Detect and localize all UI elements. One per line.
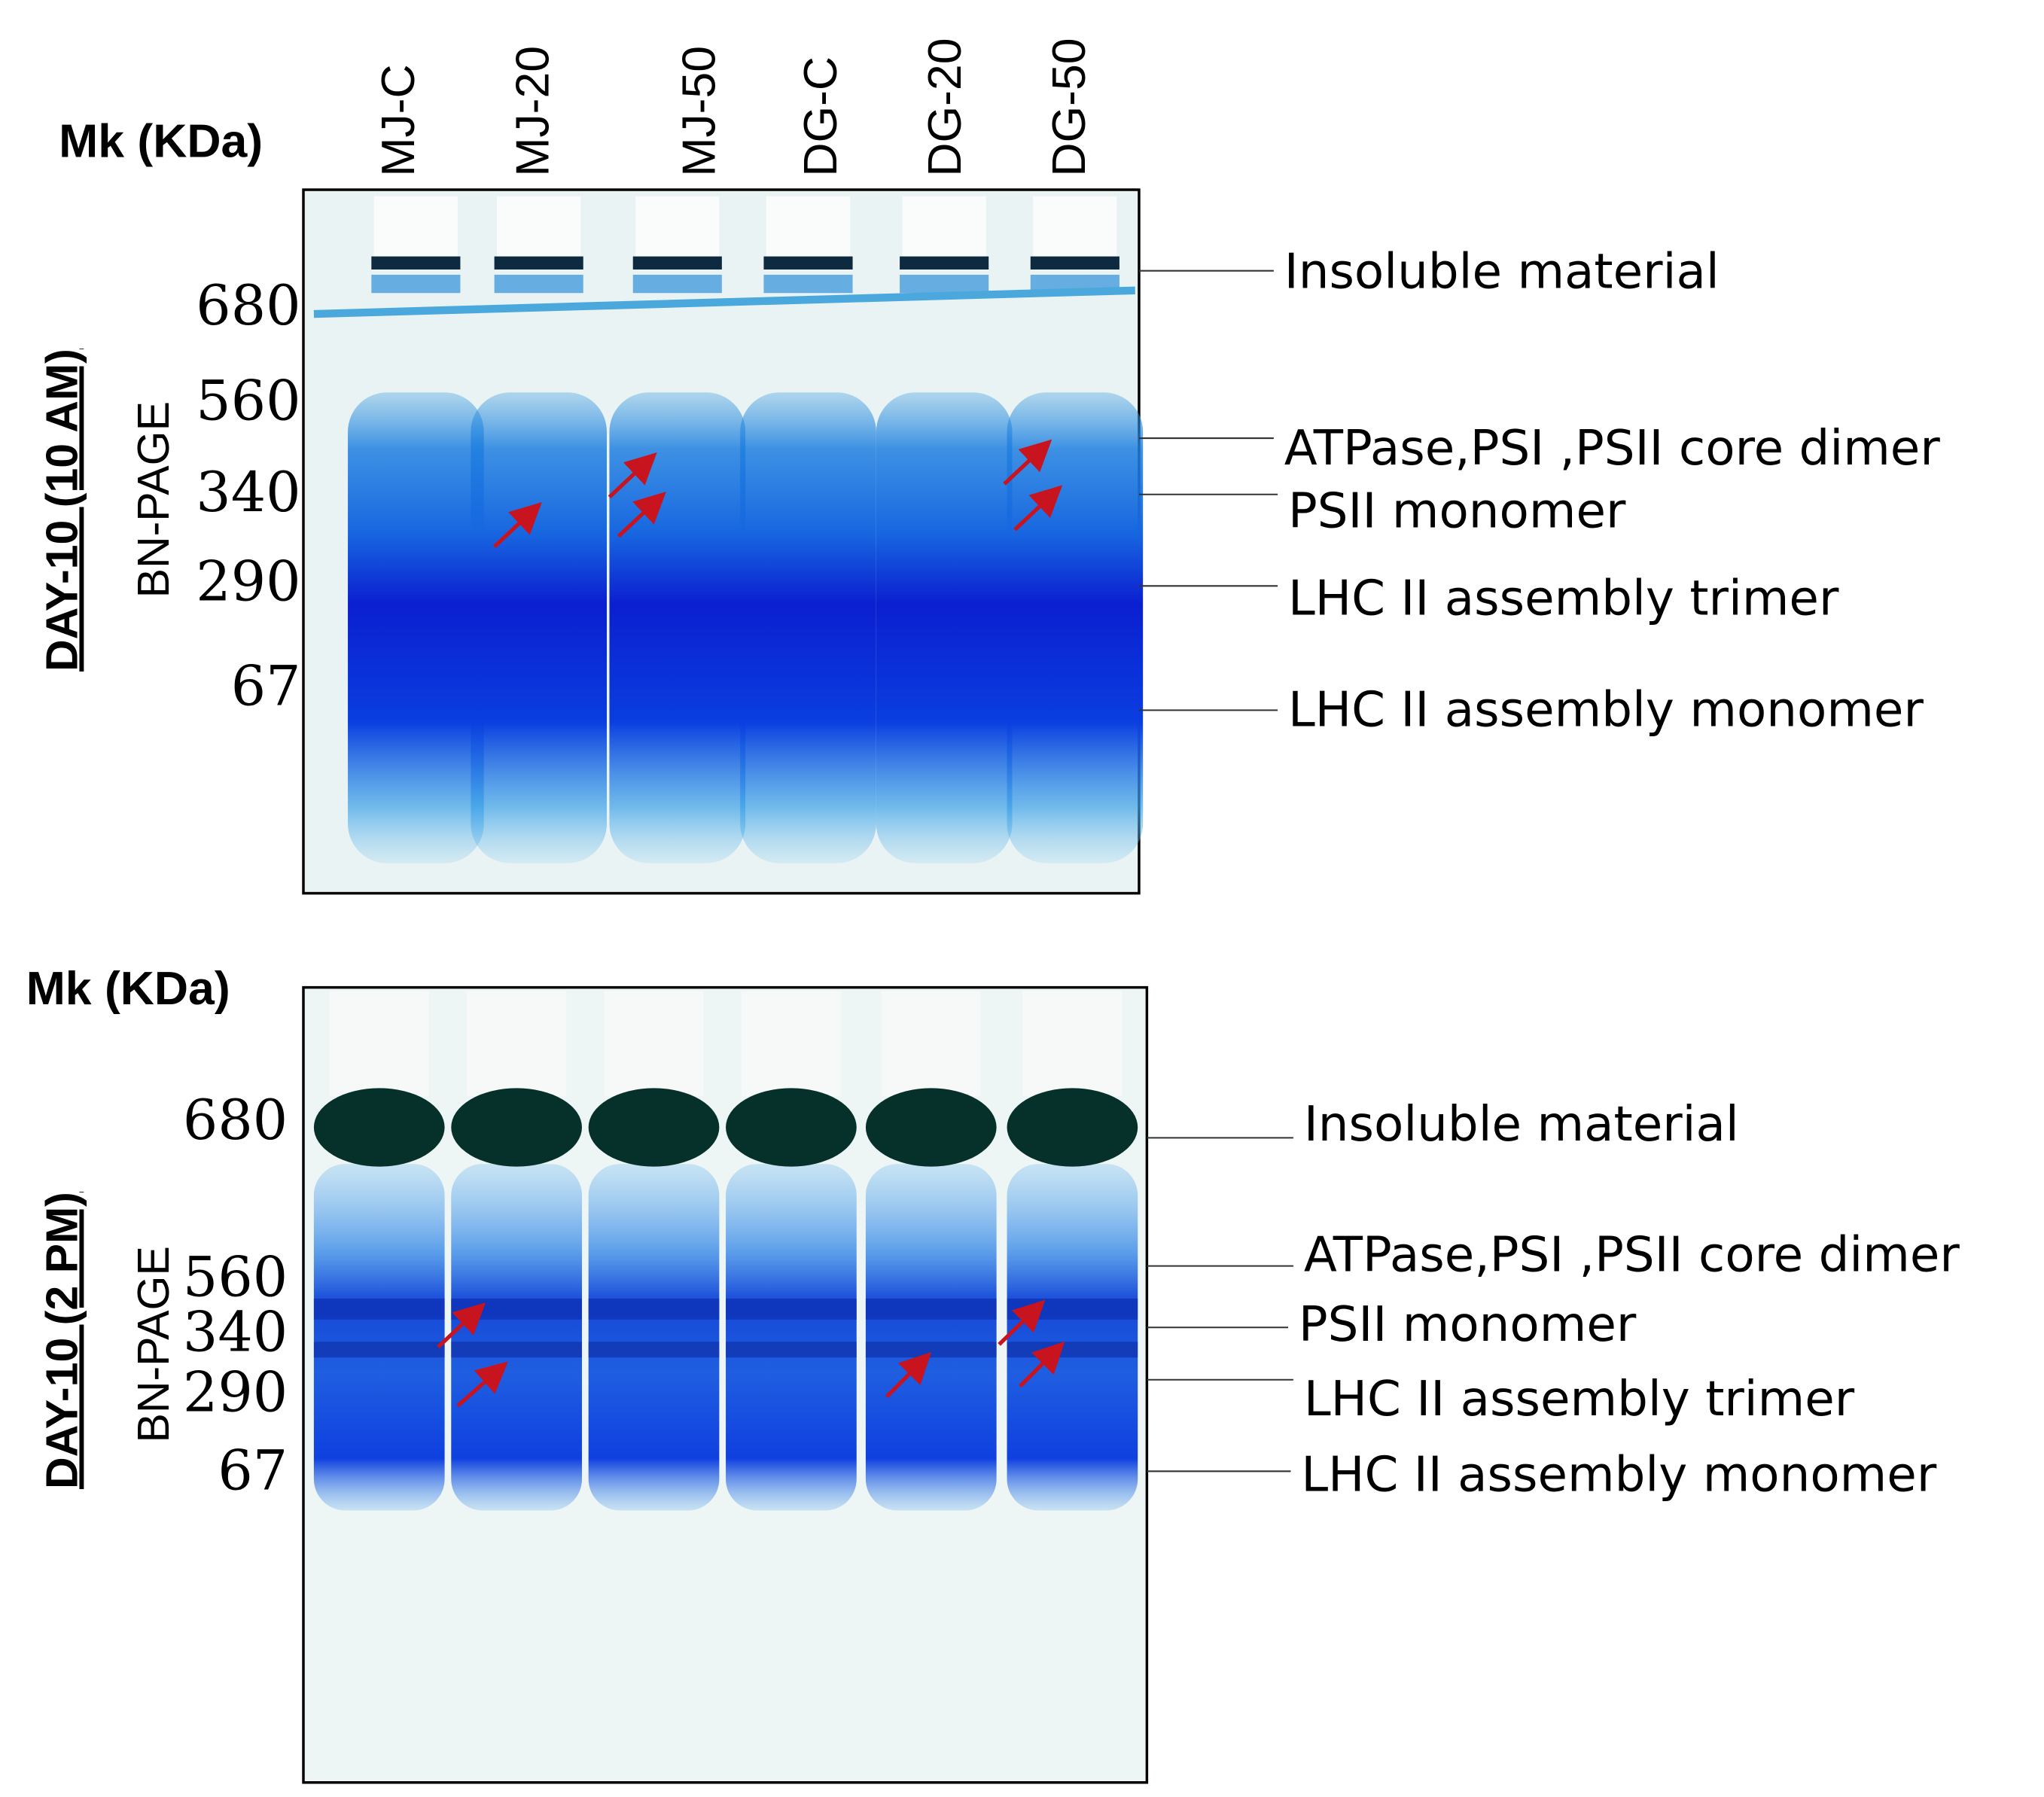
lanes-top <box>348 196 1144 863</box>
band-label: PSII monomer <box>1299 1296 1637 1353</box>
lane-smear <box>1007 1164 1138 1511</box>
band-label: LHC II assembly trimer <box>1304 1371 1855 1427</box>
band-label: LHC II assembly monomer <box>1288 681 1924 738</box>
band-top <box>494 274 583 294</box>
well <box>604 991 704 1096</box>
band-dark <box>588 1299 720 1320</box>
marker-header: Mk (KDa) <box>26 962 230 1015</box>
insoluble-band <box>900 256 989 270</box>
arrow <box>456 1361 508 1408</box>
lane-label: MJ-20 <box>507 46 559 177</box>
insoluble-band <box>494 256 583 270</box>
lane-smear <box>609 392 746 863</box>
band-label: ATPase,PSI ,PSII core dimer <box>1284 420 1941 477</box>
band-dark <box>313 1342 445 1358</box>
insoluble-band <box>632 256 722 270</box>
band-dark <box>1007 1342 1138 1358</box>
lane-label: MJ-50 <box>672 46 725 177</box>
arrow <box>1019 1341 1065 1388</box>
marker-size: 290 <box>196 550 300 614</box>
insoluble-band <box>313 1088 445 1167</box>
lane-smear <box>348 392 484 863</box>
lane-smear <box>313 1164 445 1511</box>
arrow <box>885 1351 932 1399</box>
side-label: DAY-10 (2 PM) <box>37 1192 87 1489</box>
marker-size: 67 <box>218 1439 288 1503</box>
well <box>635 196 720 260</box>
well <box>902 196 986 260</box>
band-label: LHC II assembly monomer <box>1301 1447 1936 1503</box>
band-dark <box>313 1299 445 1320</box>
well <box>766 196 851 260</box>
well <box>497 196 581 260</box>
arrow <box>1013 485 1063 531</box>
insoluble-band <box>865 1088 997 1167</box>
insoluble-band <box>588 1088 720 1167</box>
well <box>1022 991 1123 1096</box>
well <box>881 991 981 1096</box>
band-top <box>371 274 461 294</box>
band-label: Insoluble material <box>1304 1096 1739 1153</box>
lane-smear <box>740 392 876 863</box>
band-dark <box>726 1299 857 1320</box>
insoluble-band <box>1007 1088 1138 1167</box>
insoluble-band <box>371 256 461 270</box>
arrow <box>998 1299 1046 1346</box>
band-label: ATPase,PSI ,PSII core dimer <box>1304 1227 1960 1284</box>
band-label: Insoluble material <box>1284 243 1720 300</box>
band-dark <box>865 1299 997 1320</box>
lane-label: DG-20 <box>918 38 971 177</box>
lane-smear <box>726 1164 857 1511</box>
lane-label: DG-C <box>794 56 847 177</box>
insoluble-band <box>451 1088 582 1167</box>
arrow <box>617 492 666 538</box>
band-top <box>763 274 853 294</box>
arrow <box>1003 439 1052 486</box>
lane-label: MJ-C <box>372 64 425 176</box>
insoluble-band <box>726 1088 857 1167</box>
well <box>467 991 567 1096</box>
band-dark <box>451 1342 582 1358</box>
marker-header: Mk (KDa) <box>59 115 263 168</box>
well <box>741 991 841 1096</box>
lane-smear <box>451 1164 582 1511</box>
band-dark <box>726 1342 857 1358</box>
band-top <box>900 274 989 294</box>
insoluble-band <box>1030 256 1119 270</box>
lanes-bottom <box>313 991 1138 1511</box>
marker-size: 680 <box>183 1089 288 1153</box>
marker-size: 290 <box>183 1360 288 1424</box>
well <box>329 991 429 1096</box>
method-label: BN-PAGE <box>129 401 178 598</box>
band-dark <box>865 1342 997 1358</box>
well <box>1033 196 1117 260</box>
marker-size: 560 <box>196 370 300 434</box>
method-label: BN-PAGE <box>129 1246 178 1442</box>
band-top <box>632 274 722 294</box>
lane-smear <box>471 392 607 863</box>
arrow <box>608 452 657 499</box>
marker-size: 560 <box>183 1245 288 1309</box>
arrows <box>437 439 1065 1408</box>
marker-band <box>313 286 1135 318</box>
side-label: DAY-10 (10 AM) <box>37 349 87 672</box>
marker-size: 340 <box>183 1300 288 1364</box>
lane-smear <box>588 1164 720 1511</box>
well <box>373 196 458 260</box>
arrow <box>492 501 542 549</box>
lane-smear <box>876 392 1013 863</box>
labels: Mk (KDa)DAY-10 (10 AM) BN-PAGE68056034029… <box>26 38 1960 1503</box>
band-label: PSII monomer <box>1288 483 1626 539</box>
insoluble-band <box>763 256 853 270</box>
marker-size: 67 <box>231 654 301 718</box>
marker-size: 340 <box>196 461 300 525</box>
lane-label: DG-50 <box>1043 38 1095 177</box>
band-label: LHC II assembly trimer <box>1288 571 1839 627</box>
lane-smear <box>865 1164 997 1511</box>
marker-size: 680 <box>196 274 300 338</box>
band-dark <box>588 1342 720 1358</box>
arrow <box>437 1302 486 1349</box>
